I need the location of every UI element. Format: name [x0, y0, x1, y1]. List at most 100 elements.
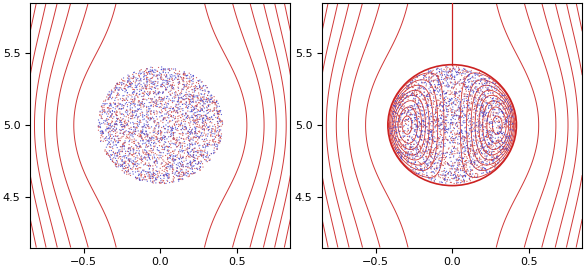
Point [179, 97, 188, 102]
Point [153, 146, 162, 150]
Point [118, 167, 128, 171]
Point [146, 65, 156, 69]
Point [159, 117, 168, 121]
Point [473, 117, 482, 121]
Point [400, 119, 410, 124]
Point [186, 73, 195, 77]
Point [186, 162, 195, 166]
Point [186, 92, 195, 97]
Point [476, 124, 485, 128]
Point [163, 105, 172, 109]
Point [461, 125, 470, 129]
Point [407, 84, 417, 88]
Point [118, 155, 127, 159]
Point [459, 178, 469, 183]
Point [163, 156, 173, 160]
Point [417, 150, 426, 155]
Point [411, 97, 420, 102]
Point [113, 141, 122, 145]
Point [147, 97, 157, 102]
Point [426, 70, 436, 75]
Point [429, 150, 438, 154]
Point [110, 137, 119, 141]
Point [417, 167, 426, 171]
Point [152, 84, 161, 88]
Point [433, 166, 442, 170]
Point [198, 119, 207, 123]
Point [427, 106, 436, 110]
Point [155, 110, 164, 114]
Point [450, 146, 459, 150]
Point [185, 79, 194, 83]
Point [187, 87, 197, 92]
Point [201, 144, 211, 148]
Point [149, 171, 158, 176]
Point [453, 137, 463, 141]
Point [164, 97, 174, 101]
Point [465, 69, 474, 73]
Point [411, 88, 421, 93]
Point [457, 129, 467, 133]
Point [140, 92, 149, 96]
Point [447, 139, 456, 143]
Point [470, 141, 479, 145]
Point [478, 82, 487, 86]
Point [441, 76, 450, 80]
Point [213, 111, 222, 115]
Point [135, 145, 144, 149]
Point [430, 140, 439, 144]
Point [161, 105, 171, 110]
Point [202, 86, 212, 90]
Point [452, 175, 461, 180]
Point [156, 129, 165, 133]
Point [479, 127, 488, 132]
Point [150, 82, 160, 86]
Point [411, 160, 420, 164]
Point [495, 142, 505, 146]
Point [112, 86, 121, 90]
Point [142, 115, 151, 119]
Point [102, 151, 112, 155]
Point [177, 176, 187, 181]
Point [397, 96, 406, 100]
Point [182, 127, 191, 131]
Point [100, 102, 109, 106]
Point [429, 88, 439, 93]
Point [159, 133, 168, 138]
Point [119, 117, 128, 121]
Point [479, 109, 488, 113]
Point [466, 106, 475, 110]
Point [188, 131, 197, 135]
Point [159, 147, 168, 152]
Point [445, 140, 455, 144]
Point [494, 157, 504, 161]
Point [407, 151, 416, 155]
Point [470, 135, 480, 139]
Point [415, 128, 425, 133]
Point [450, 92, 460, 96]
Point [204, 98, 213, 102]
Point [489, 113, 498, 118]
Point [150, 161, 159, 165]
Point [474, 164, 484, 168]
Point [168, 171, 178, 175]
Point [200, 88, 209, 92]
Point [409, 137, 418, 141]
Point [148, 80, 157, 84]
Point [504, 114, 514, 119]
Point [487, 103, 496, 107]
Point [429, 148, 438, 153]
Point [509, 127, 518, 132]
Point [403, 161, 412, 165]
Point [408, 144, 418, 149]
Point [110, 152, 119, 156]
Point [406, 93, 415, 98]
Point [201, 154, 211, 159]
Point [442, 178, 452, 182]
Point [402, 93, 411, 98]
Point [202, 109, 211, 113]
Point [487, 158, 496, 163]
Point [425, 77, 434, 82]
Point [418, 169, 427, 173]
Point [147, 148, 157, 153]
